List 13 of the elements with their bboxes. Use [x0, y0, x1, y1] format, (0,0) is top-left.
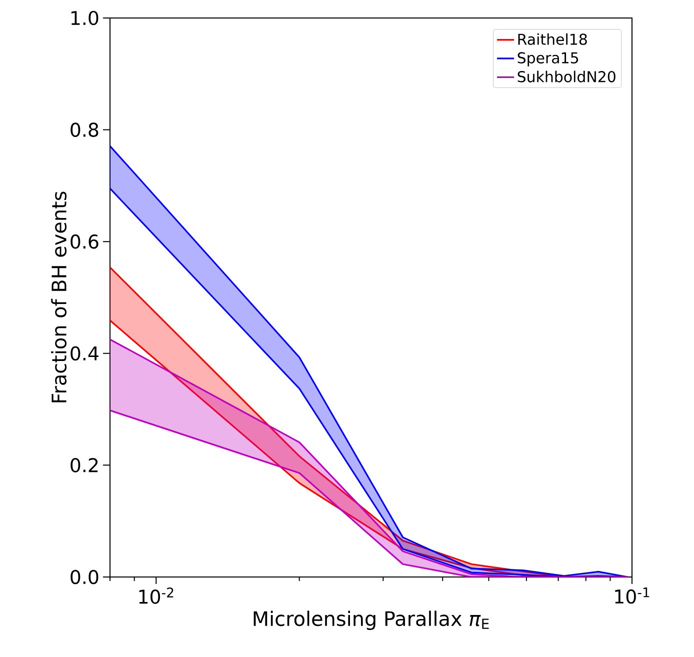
y-tick-label: 0.2: [70, 458, 98, 472]
y-axis-title: Fraction of BH events: [51, 192, 67, 402]
y-tick-label: 0.6: [70, 234, 98, 249]
legend-label: Spera15: [518, 52, 578, 66]
y-tick-label: 0.4: [70, 346, 98, 361]
x-tick-label: 10$^{-2}$: [139, 588, 174, 604]
y-tick-label: 0.0: [70, 570, 98, 584]
legend-label: SukhboldN20: [518, 70, 616, 82]
x-axis-title: Microlensing Parallax π$_{E}$: [254, 610, 489, 630]
legend-label: Raithel18: [518, 33, 587, 45]
x-tick-label: 10$^{-1}$: [615, 588, 650, 604]
y-tick-label: 1.0: [71, 10, 98, 26]
y-tick-label: 0.8: [70, 122, 98, 137]
